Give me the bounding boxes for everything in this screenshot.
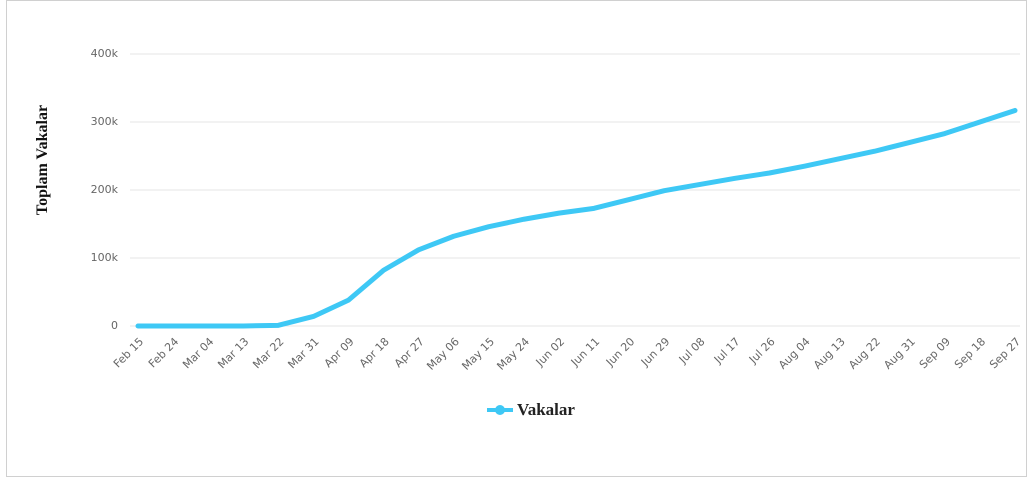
y-tick-label: 100k	[91, 251, 119, 264]
y-tick-label: 200k	[91, 183, 119, 196]
chart-frame	[6, 0, 1027, 477]
y-tick-label: 400k	[91, 47, 119, 60]
y-tick-label: 0	[111, 319, 118, 332]
line	[135, 107, 1018, 329]
y-axis-label: Toplam Vakalar	[34, 105, 51, 215]
legend-label: Vakalar	[517, 400, 575, 419]
legend-marker	[495, 405, 505, 415]
y-tick-label: 300k	[91, 115, 119, 128]
